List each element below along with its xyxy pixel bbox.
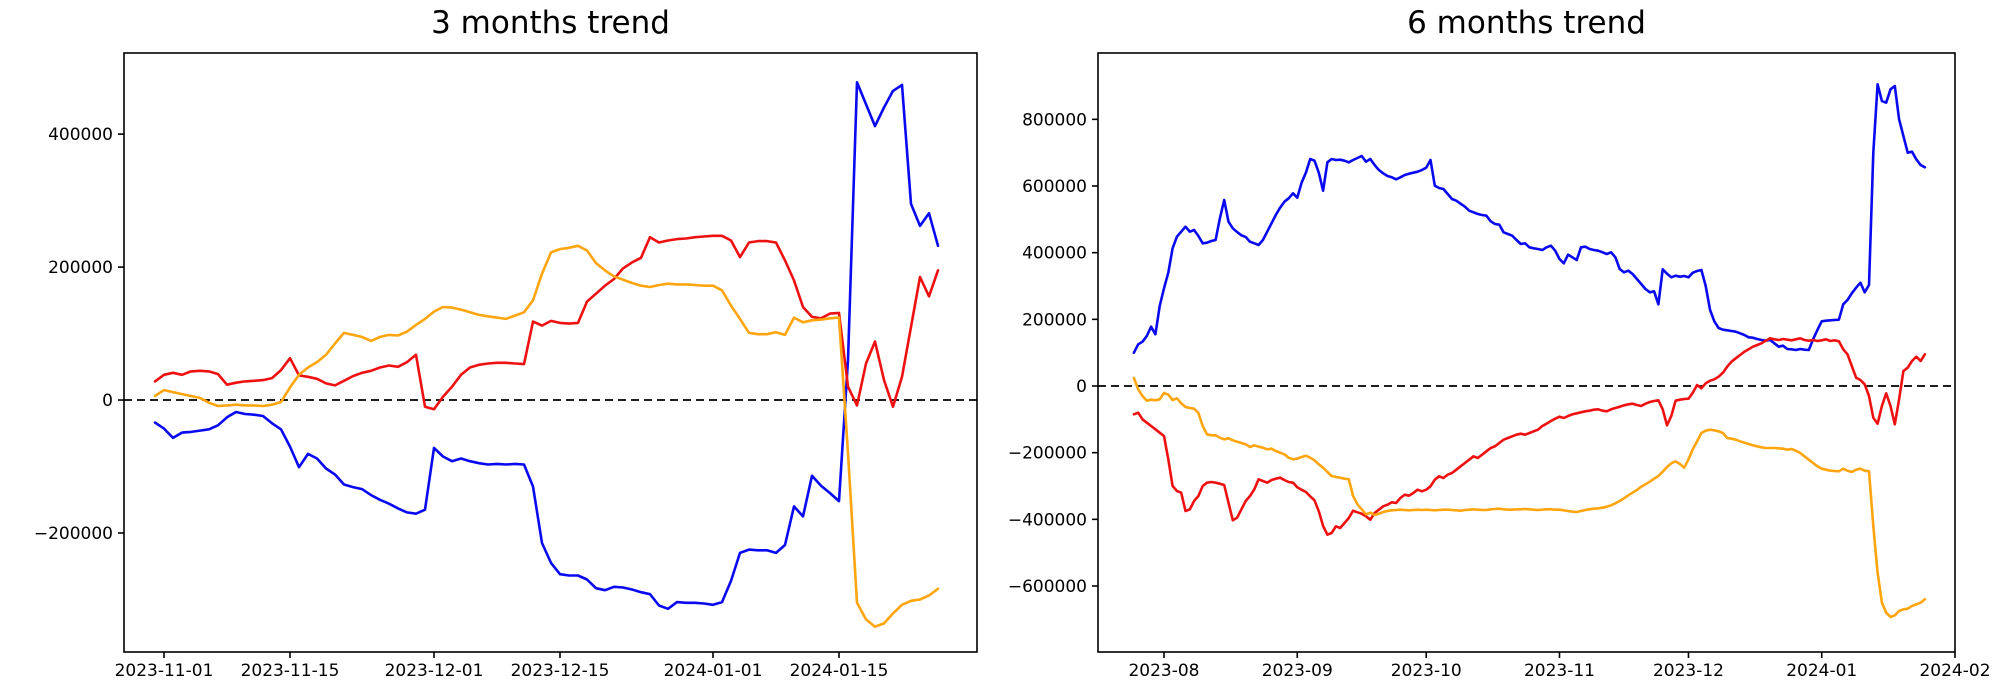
series-line-red (1132, 336, 1927, 537)
x-tick-label: 2023-12 (1653, 661, 1724, 681)
chart-title-3-months: 3 months trend (431, 5, 670, 41)
x-tick-label: 2023-08 (1128, 661, 1199, 681)
y-tick-label: −200000 (1008, 444, 1087, 464)
y-tick-label: 400000 (1022, 244, 1087, 264)
x-tick-label: 2024-01-15 (790, 661, 889, 681)
x-tick-label: 2023-11 (1524, 661, 1595, 681)
x-tick-label: 2024-01-01 (664, 661, 763, 681)
x-tick-label: 2024-01 (1786, 661, 1857, 681)
y-tick-label: 0 (102, 391, 113, 411)
x-tick-label: 2023-12-15 (511, 661, 610, 681)
x-tick-label: 2023-12-01 (385, 661, 484, 681)
y-tick-label: 0 (1076, 377, 1087, 397)
plot-border (123, 52, 978, 653)
chart-title-6-months: 6 months trend (1407, 5, 1646, 41)
x-tick-label: 2023-09 (1262, 661, 1333, 681)
y-tick-label: −200000 (34, 524, 113, 544)
series-line-red (153, 234, 940, 411)
x-tick-label: 2023-11-01 (115, 661, 214, 681)
x-tick-label: 2023-11-15 (241, 661, 340, 681)
series-line-blue (153, 81, 940, 611)
y-tick-label: 600000 (1022, 177, 1087, 197)
series-line-orange (1132, 376, 1927, 619)
series-line-orange (153, 244, 940, 629)
y-tick-label: 200000 (1022, 310, 1087, 330)
x-tick-label: 2024-02 (1919, 661, 1990, 681)
plot-border (1097, 52, 1956, 653)
series-line-blue (1132, 83, 1927, 355)
y-tick-label: 800000 (1022, 110, 1087, 130)
x-tick-label: 2023-10 (1391, 661, 1462, 681)
y-tick-label: 400000 (48, 125, 113, 145)
y-tick-label: 200000 (48, 258, 113, 278)
y-tick-label: −600000 (1008, 577, 1087, 597)
y-tick-label: −400000 (1008, 510, 1087, 530)
